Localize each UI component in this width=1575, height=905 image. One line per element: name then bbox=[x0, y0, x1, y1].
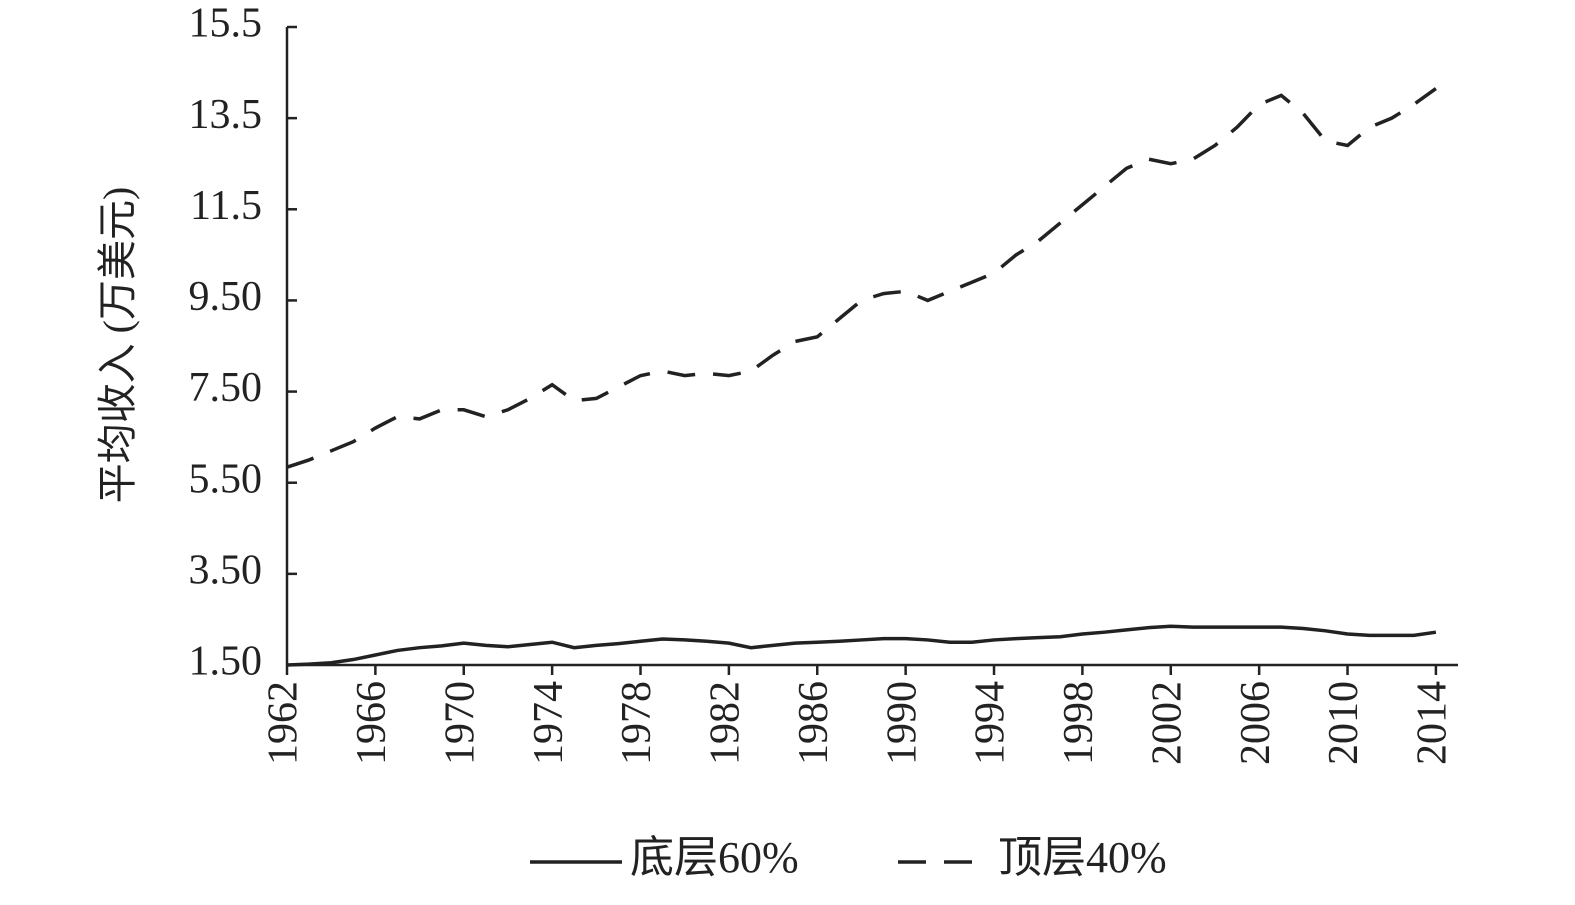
x-tick-label: 1970 bbox=[437, 681, 483, 765]
x-tick-label: 1986 bbox=[791, 681, 837, 765]
x-tick-label: 1962 bbox=[261, 681, 307, 765]
y-tick-label: 3.50 bbox=[189, 547, 263, 593]
x-tick-label: 1978 bbox=[614, 681, 660, 765]
y-tick-label: 9.50 bbox=[189, 274, 263, 320]
y-tick-label: 13.5 bbox=[189, 92, 263, 138]
x-tick-label: 2010 bbox=[1321, 681, 1367, 765]
x-tick-label: 1966 bbox=[349, 681, 395, 765]
legend-label: 底层60% bbox=[630, 833, 799, 882]
x-tick-label: 1982 bbox=[703, 681, 749, 765]
x-tick-label: 1990 bbox=[879, 681, 925, 765]
x-tick-label: 1974 bbox=[526, 681, 572, 765]
y-tick-label: 11.5 bbox=[190, 183, 262, 229]
legend-label: 顶层40% bbox=[998, 833, 1167, 882]
y-tick-label: 5.50 bbox=[189, 456, 263, 502]
y-tick-label: 7.50 bbox=[189, 365, 263, 411]
x-tick-label: 2006 bbox=[1233, 681, 1279, 765]
x-tick-label: 1994 bbox=[968, 681, 1014, 765]
x-tick-label: 2002 bbox=[1144, 681, 1190, 765]
y-tick-label: 1.50 bbox=[189, 639, 263, 685]
y-tick-label: 15.5 bbox=[189, 1, 263, 47]
y-axis-label: 平均收入 (万美元) bbox=[95, 187, 140, 504]
x-tick-label: 1998 bbox=[1056, 681, 1102, 765]
series-line bbox=[286, 624, 1437, 667]
series-line bbox=[286, 87, 1437, 469]
x-tick-label: 2014 bbox=[1410, 681, 1456, 765]
